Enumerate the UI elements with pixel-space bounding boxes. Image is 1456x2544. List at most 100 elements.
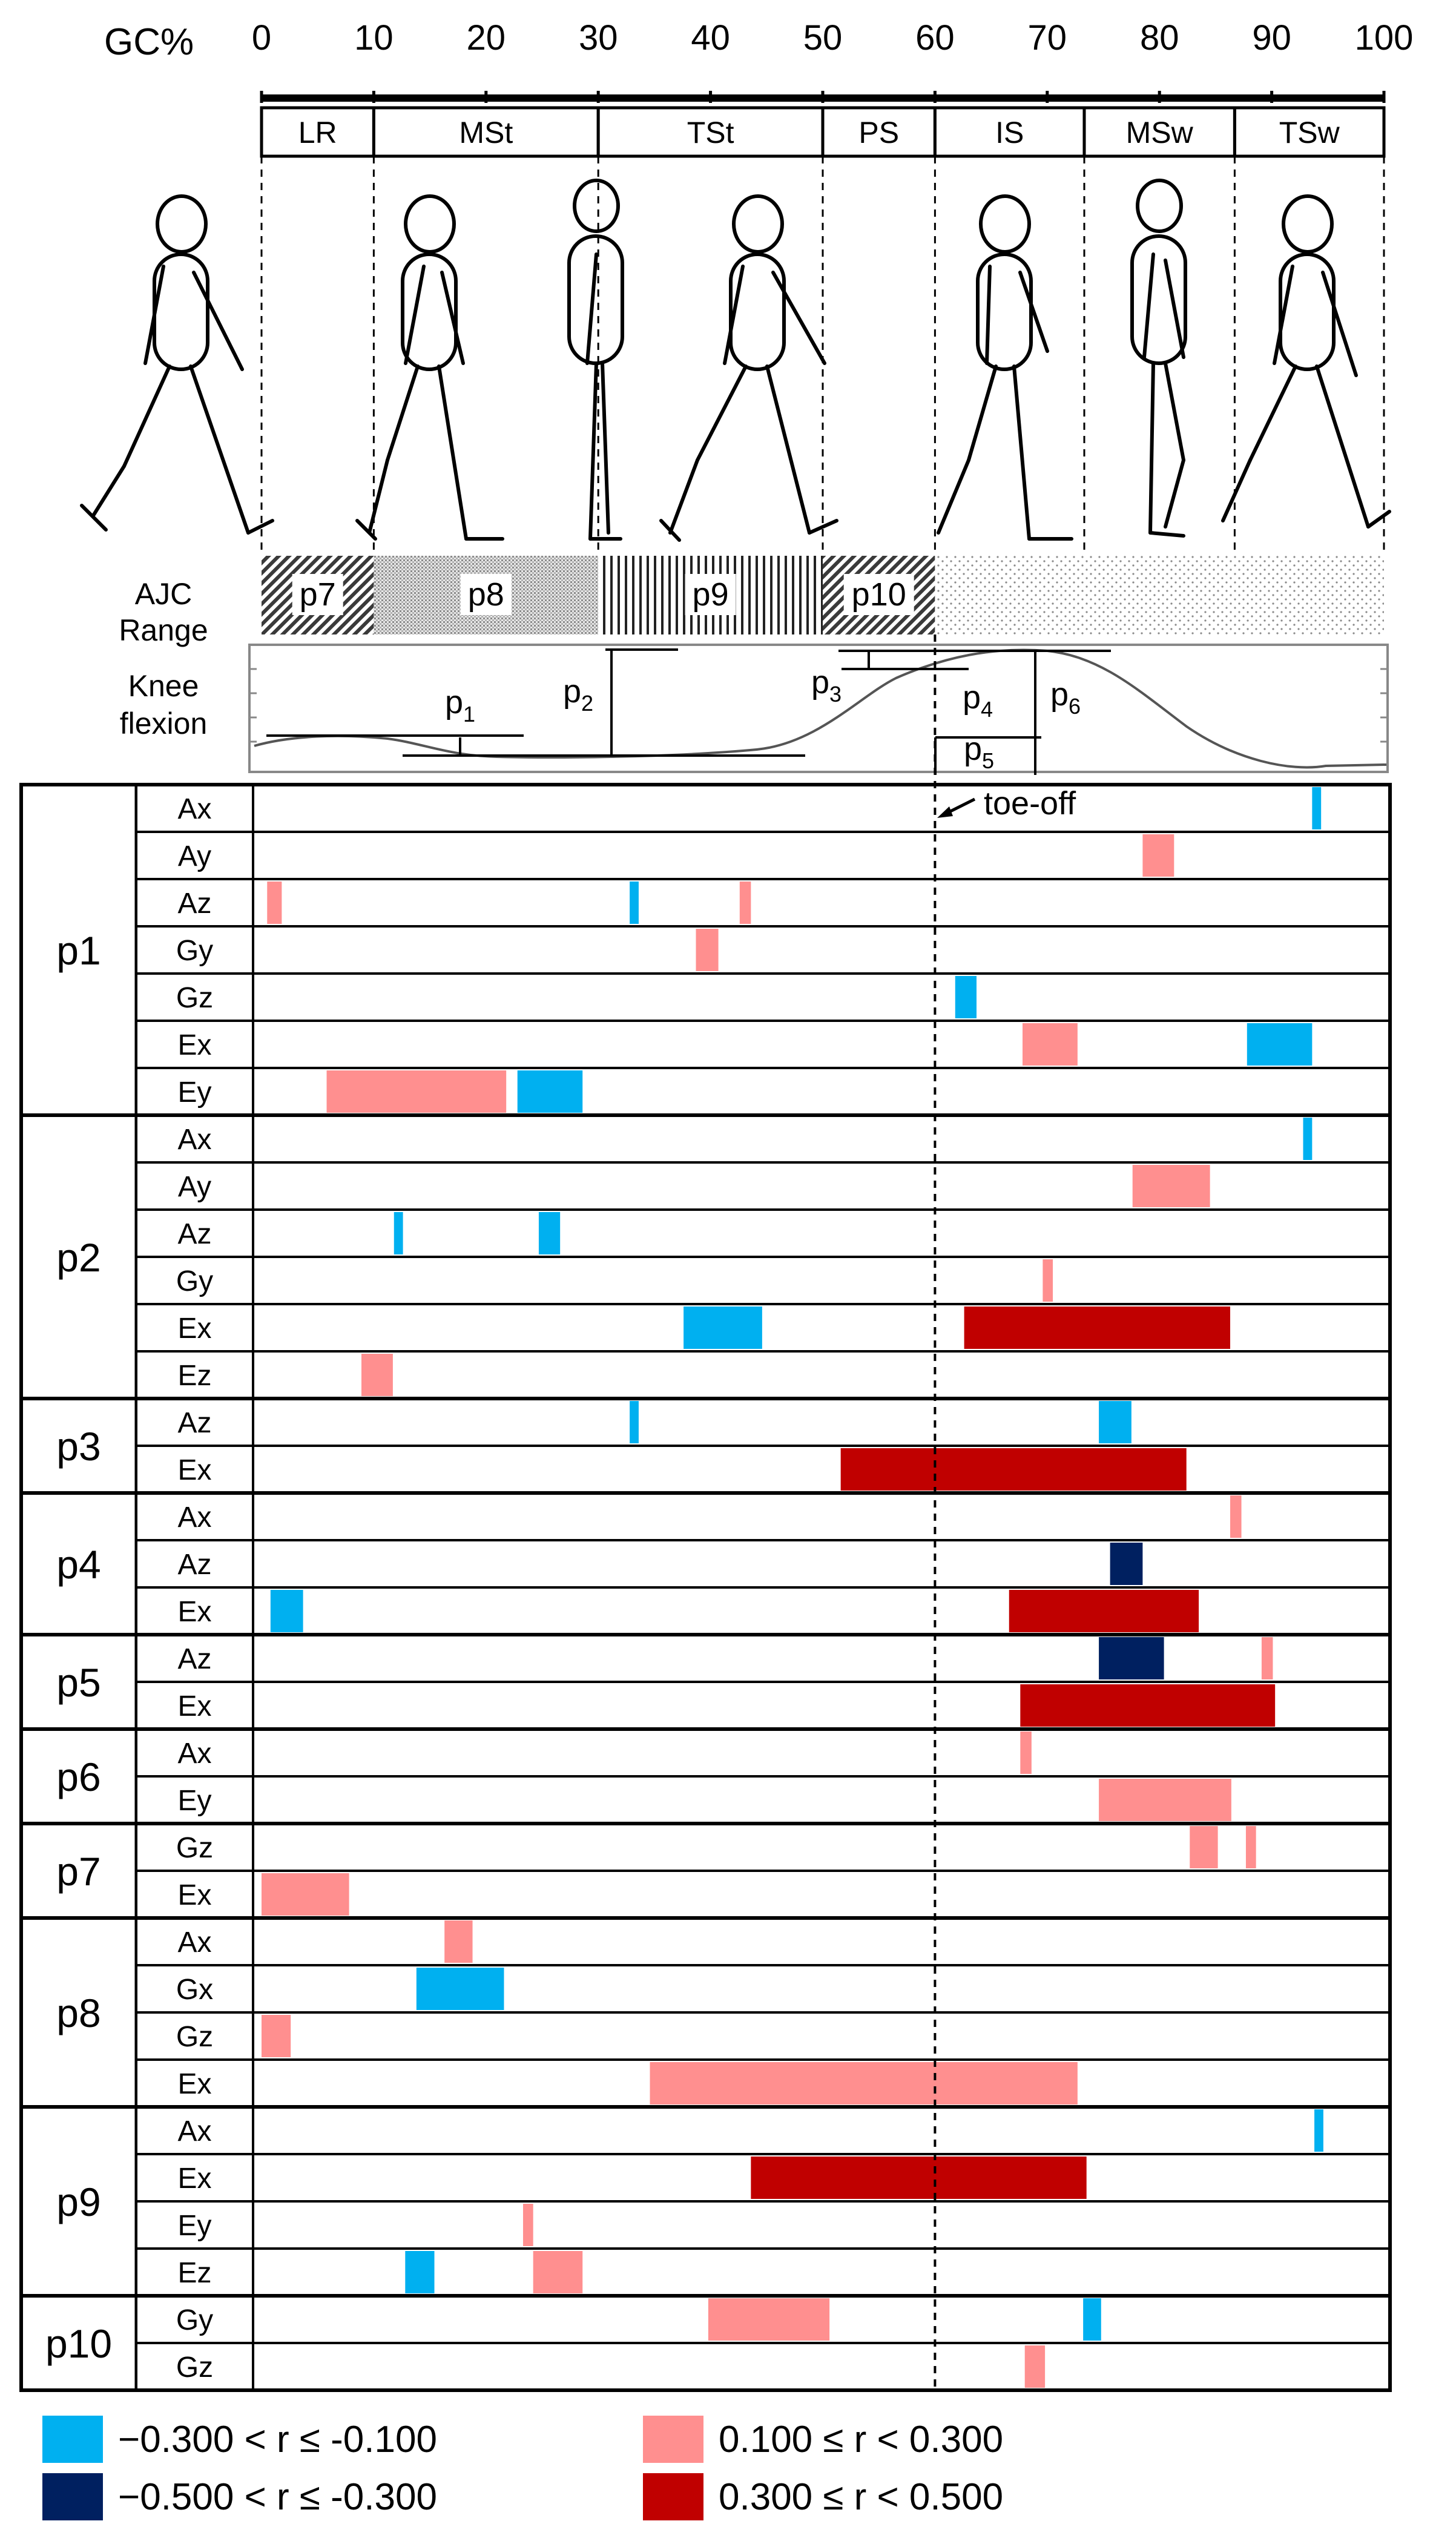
- correlation-row: [252, 1161, 1391, 1211]
- group-label-cell: [19, 1727, 138, 1825]
- phase-label: TSt: [687, 116, 734, 150]
- correlation-segment: [1020, 1732, 1032, 1774]
- sensor-label: Ey: [177, 1076, 211, 1109]
- sensor-label-cell: [135, 1067, 254, 1116]
- sensor-label: Ez: [177, 2257, 211, 2289]
- walker-figure-initial-swing: [937, 194, 1073, 541]
- correlation-segment: [533, 2251, 583, 2293]
- phase-box: [260, 106, 375, 158]
- gc-axis-label: GC%: [104, 21, 194, 63]
- sensor-label: Ez: [177, 1360, 211, 1392]
- sensor-label: Ex: [177, 1596, 211, 1628]
- knee-param-p3: p3: [811, 664, 842, 707]
- knee-param-p5: p5: [964, 731, 994, 773]
- correlation-segment: [1132, 1165, 1210, 1207]
- sensor-label: Gz: [176, 982, 213, 1014]
- sensor-label-cell: [135, 1539, 254, 1589]
- phase-label: TSw: [1279, 116, 1340, 150]
- legend-swatch: [643, 2416, 703, 2463]
- sensor-label: Ex: [177, 1029, 211, 1061]
- correlation-segment: [517, 1070, 583, 1113]
- correlation-segment: [267, 882, 282, 924]
- knee-plot-ticks: [249, 668, 1388, 743]
- sensor-label-cell: [135, 1964, 254, 2014]
- gc-tick-label: 70: [1028, 18, 1067, 58]
- correlation-segment: [630, 1401, 639, 1443]
- correlation-segment: [739, 882, 751, 924]
- legend-label: −0.500 < r ≤ -0.300: [118, 2476, 437, 2518]
- correlation-row: [252, 1539, 1391, 1589]
- correlation-row: [252, 831, 1391, 880]
- legend-label: 0.300 ≤ r < 0.500: [719, 2476, 1003, 2518]
- phase-box: [821, 106, 937, 158]
- sensor-label: Ay: [178, 1171, 211, 1203]
- phase-label: MSw: [1126, 116, 1194, 150]
- correlation-segment: [708, 2298, 830, 2341]
- correlation-row: [252, 1445, 1391, 1494]
- sensor-label: Ex: [177, 1690, 211, 1722]
- group-label: p7: [56, 1849, 100, 1894]
- gc-tick-label: 20: [467, 18, 506, 58]
- sensor-label-cell: [135, 1350, 254, 1400]
- sensor-label: Az: [177, 1549, 211, 1581]
- ajc-label-line2: Range: [119, 613, 208, 647]
- phase-box: [372, 106, 600, 158]
- correlation-segment: [538, 1212, 561, 1254]
- correlation-row: [252, 2106, 1391, 2155]
- ajc-band-label-bg: [460, 574, 512, 615]
- group-label: p3: [56, 1424, 100, 1469]
- legend-label: 0.100 ≤ r < 0.300: [719, 2419, 1003, 2460]
- correlation-segment: [1314, 2109, 1323, 2152]
- correlation-segment: [394, 1212, 403, 1254]
- knee-param-p4: p4: [963, 679, 993, 722]
- knee-plot-frame: [248, 644, 1389, 773]
- correlation-row: [252, 783, 1391, 833]
- correlation-row: [252, 2011, 1391, 2061]
- correlation-segment: [1043, 1259, 1053, 1302]
- correlation-segment: [405, 2251, 435, 2293]
- correlation-row: [252, 1492, 1391, 1541]
- correlation-segment: [1303, 1118, 1313, 1160]
- knee-param-p1: p1: [445, 684, 475, 727]
- gc-tick-label: 80: [1140, 18, 1179, 58]
- knee-flexion-panel: Knee flexion p1 p2 p3 p4 p: [120, 644, 1389, 775]
- gc-tick-label: 50: [803, 18, 843, 58]
- correlation-segment: [522, 2204, 533, 2246]
- correlation-segment: [416, 1968, 504, 2010]
- sensor-label-cell: [135, 1870, 254, 1919]
- sensor-label-cell: [135, 925, 254, 975]
- walking-figures: [80, 179, 1391, 542]
- sensor-label: Ex: [177, 1454, 211, 1486]
- sensor-label: Ex: [177, 1313, 211, 1345]
- correlation-segment: [751, 2157, 1087, 2199]
- sensor-label-cell: [135, 1303, 254, 1353]
- sensor-label: Gy: [176, 935, 213, 967]
- group-label: p9: [56, 2180, 100, 2224]
- legend-label: −0.300 < r ≤ -0.100: [118, 2419, 437, 2460]
- sensor-label-cell: [135, 1256, 254, 1305]
- correlation-row: [252, 1586, 1391, 1636]
- correlation-segment: [270, 1590, 303, 1632]
- toe-off-arrow-head: [937, 806, 953, 818]
- sensor-label-cell: [135, 1775, 254, 1825]
- knee-param-p6: p6: [1050, 676, 1081, 719]
- sensor-label-cell: [135, 831, 254, 880]
- group-label: p5: [56, 1660, 100, 1705]
- sensor-label-cell: [135, 1020, 254, 1069]
- sensor-label-cell: [135, 1633, 254, 1683]
- gc-tick-label: 40: [691, 18, 730, 58]
- correlation-segment: [1099, 1401, 1132, 1443]
- sensor-label-cell: [135, 1681, 254, 1730]
- correlation-row: [252, 1350, 1391, 1400]
- knee-label-line2: flexion: [120, 707, 208, 740]
- knee-reference-lines: [266, 648, 1111, 775]
- knee-parameter-labels: p1 p2 p3 p4 p5 p6: [445, 664, 1081, 773]
- correlation-row: [252, 2200, 1391, 2250]
- legend-swatch: [42, 2473, 103, 2520]
- sensor-label: Gz: [176, 2351, 213, 2384]
- sensor-label: Gz: [176, 1832, 213, 1864]
- correlation-segment: [630, 882, 639, 924]
- legend-swatch: [643, 2473, 703, 2520]
- walker-figure-mid-swing: [1130, 179, 1187, 538]
- group-label: p6: [56, 1755, 100, 1799]
